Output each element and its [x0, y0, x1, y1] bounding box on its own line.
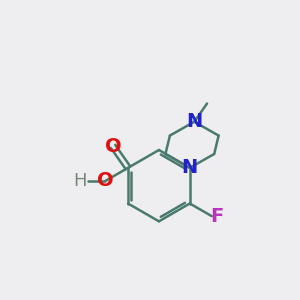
Text: O: O [97, 171, 114, 190]
Text: H: H [73, 172, 87, 190]
Text: O: O [105, 137, 121, 156]
Text: N: N [186, 112, 202, 131]
Text: F: F [210, 207, 224, 226]
Text: N: N [182, 158, 198, 177]
